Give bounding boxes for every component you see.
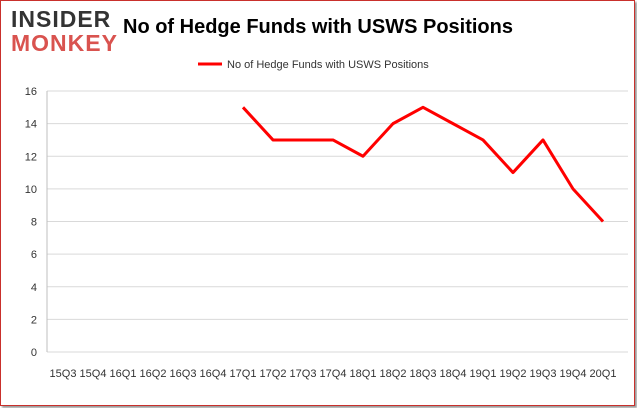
x-tick-label: 18Q3 — [410, 368, 437, 380]
y-tick-label: 12 — [25, 151, 37, 163]
x-tick-label: 18Q4 — [440, 368, 467, 380]
x-tick-label: 19Q4 — [560, 368, 587, 380]
y-tick-label: 4 — [31, 282, 37, 294]
logo-line1: INSIDER — [11, 6, 112, 32]
x-tick-label: 19Q3 — [530, 368, 557, 380]
chart-title: No of Hedge Funds with USWS Positions — [123, 16, 513, 38]
x-tick-label: 18Q1 — [350, 368, 377, 380]
x-tick-label: 16Q1 — [110, 368, 137, 380]
x-tick-label: 18Q2 — [380, 368, 407, 380]
x-tick-label: 17Q1 — [230, 368, 257, 380]
y-tick-label: 6 — [31, 249, 37, 261]
x-tick-label: 20Q1 — [590, 368, 617, 380]
x-tick-label: 17Q2 — [260, 368, 287, 380]
y-tick-label: 14 — [25, 119, 37, 131]
x-tick-label: 16Q2 — [140, 368, 167, 380]
x-tick-label: 19Q2 — [500, 368, 527, 380]
x-tick-label: 16Q3 — [170, 368, 197, 380]
legend-label: No of Hedge Funds with USWS Positions — [227, 59, 429, 71]
x-tick-label: 16Q4 — [200, 368, 227, 380]
x-tick-label: 15Q4 — [80, 368, 107, 380]
x-tick-label: 19Q1 — [470, 368, 497, 380]
y-tick-label: 8 — [31, 217, 37, 229]
y-tick-label: 0 — [31, 347, 37, 359]
logo-line2: MONKEY — [11, 30, 118, 56]
y-tick-label: 16 — [25, 86, 37, 98]
y-tick-label: 10 — [25, 184, 37, 196]
x-tick-label: 17Q3 — [290, 368, 317, 380]
x-tick-label: 17Q4 — [320, 368, 347, 380]
insider-monkey-logo: INSIDER MONKEY — [11, 7, 121, 55]
series-line — [241, 105, 605, 223]
y-tick-label: 2 — [31, 314, 37, 326]
x-tick-label: 15Q3 — [50, 368, 77, 380]
